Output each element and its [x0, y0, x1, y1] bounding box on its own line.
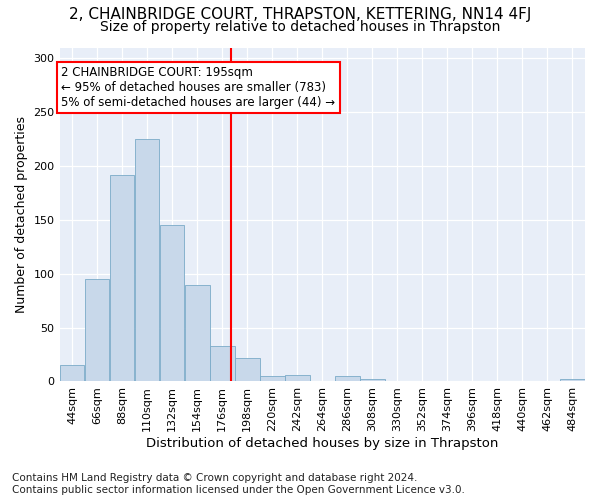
Text: Contains HM Land Registry data © Crown copyright and database right 2024.
Contai: Contains HM Land Registry data © Crown c…: [12, 474, 465, 495]
Bar: [235, 358, 260, 382]
Bar: [210, 346, 235, 382]
Bar: [60, 366, 85, 382]
Bar: [260, 376, 284, 382]
Bar: [335, 376, 359, 382]
Text: Size of property relative to detached houses in Thrapston: Size of property relative to detached ho…: [100, 20, 500, 34]
Bar: [185, 284, 209, 382]
Bar: [360, 380, 385, 382]
Text: 2, CHAINBRIDGE COURT, THRAPSTON, KETTERING, NN14 4FJ: 2, CHAINBRIDGE COURT, THRAPSTON, KETTERI…: [69, 8, 531, 22]
Bar: [110, 174, 134, 382]
Bar: [135, 139, 160, 382]
Bar: [85, 279, 109, 382]
Bar: [560, 380, 585, 382]
Bar: [160, 226, 184, 382]
Bar: [285, 375, 310, 382]
Text: 2 CHAINBRIDGE COURT: 195sqm
← 95% of detached houses are smaller (783)
5% of sem: 2 CHAINBRIDGE COURT: 195sqm ← 95% of det…: [61, 66, 335, 109]
X-axis label: Distribution of detached houses by size in Thrapston: Distribution of detached houses by size …: [146, 437, 499, 450]
Y-axis label: Number of detached properties: Number of detached properties: [15, 116, 28, 313]
